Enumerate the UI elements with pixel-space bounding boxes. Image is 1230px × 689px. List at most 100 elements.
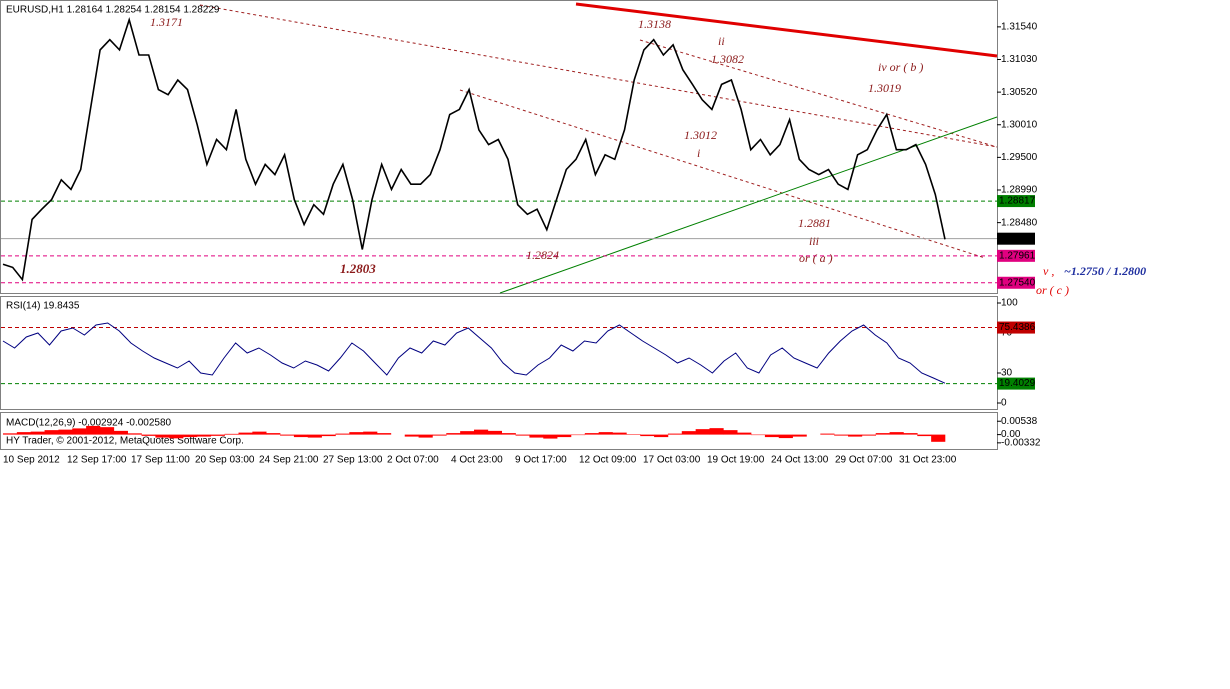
price-tag xyxy=(997,249,1035,262)
level-tag-label: 75.4386 xyxy=(999,322,1036,333)
macd-bar xyxy=(418,434,433,438)
wave-annotation: ~1.2750 / 1.2800 xyxy=(1064,264,1146,278)
y-tick-label: 1.30010 xyxy=(1001,119,1038,130)
price-line xyxy=(2,17,946,282)
macd-bar xyxy=(72,428,87,435)
macd-bar xyxy=(792,434,807,437)
price-tag-label: 1.27540 xyxy=(999,277,1036,288)
symbol-header: EURUSD,H1 1.28164 1.28254 1.28154 1.2822… xyxy=(6,5,220,16)
wave-annotation: 1.3082 xyxy=(711,52,744,66)
macd-bar xyxy=(474,429,489,435)
macd-bar xyxy=(640,434,655,437)
wave-annotation: or ( c ) xyxy=(1036,283,1069,297)
macd-bar xyxy=(501,433,516,435)
macd-bar xyxy=(127,433,142,435)
macd-bar xyxy=(529,434,544,438)
price-tag-label: 1.27961 xyxy=(999,250,1036,261)
macd-bar xyxy=(917,434,932,437)
macd-bar xyxy=(293,434,309,438)
macd-bar xyxy=(889,432,904,435)
level-tag xyxy=(997,321,1035,334)
macd-bar xyxy=(931,434,946,442)
channel-line xyxy=(639,39,998,148)
channel-line xyxy=(199,4,998,148)
price-tag xyxy=(997,276,1035,289)
macd-bar xyxy=(86,425,101,435)
macd-bar xyxy=(737,432,752,435)
y-tick-label: 100 xyxy=(1001,298,1018,309)
x-tick-label: 9 Oct 17:00 xyxy=(515,455,567,466)
macd-bar xyxy=(515,434,530,436)
macd-bar xyxy=(584,433,599,435)
wave-annotation: v , xyxy=(1043,264,1054,278)
y-tick-label: 1.30520 xyxy=(1001,87,1038,98)
macd-bar xyxy=(723,430,738,435)
macd-bar xyxy=(487,430,503,435)
macd-bar xyxy=(141,434,156,436)
x-tick-label: 29 Oct 07:00 xyxy=(835,455,893,466)
macd-bar xyxy=(196,434,212,437)
price-tag-label: 1.28229 xyxy=(999,233,1036,244)
y-tick-label: 30 xyxy=(1001,368,1013,379)
macd-bar xyxy=(377,433,392,435)
price-panel xyxy=(0,0,998,294)
x-tick-label: 27 Sep 13:00 xyxy=(323,455,383,466)
macd-bar xyxy=(834,434,849,436)
wave-annotation: i xyxy=(697,146,700,160)
macd-bar xyxy=(321,434,336,437)
macd-bar xyxy=(875,433,890,435)
macd-bar xyxy=(3,433,18,435)
y-tick-label: -0.00332 xyxy=(1001,437,1041,448)
y-tick-label: 0.00538 xyxy=(1001,416,1038,427)
y-tick-label: 0 xyxy=(1001,398,1007,409)
price-tag xyxy=(997,232,1035,245)
y-tick-label: 1.31540 xyxy=(1001,22,1038,33)
macd-bar xyxy=(210,434,225,436)
macd-bar xyxy=(30,431,45,435)
y-tick-label: 1.31030 xyxy=(1001,54,1038,65)
macd-bar xyxy=(113,430,128,435)
x-tick-label: 24 Oct 13:00 xyxy=(771,455,829,466)
level-tag-label: 19.4029 xyxy=(999,378,1036,389)
macd-bar xyxy=(446,433,461,435)
macd-bar xyxy=(820,433,835,435)
macd-bar xyxy=(307,434,322,438)
macd-bar xyxy=(460,431,475,435)
x-tick-label: 24 Sep 21:00 xyxy=(259,455,319,466)
x-tick-label: 17 Sep 11:00 xyxy=(131,455,190,466)
macd-bar xyxy=(16,432,32,435)
macd-bar xyxy=(848,434,863,437)
y-tick-label: 0.00 xyxy=(1001,429,1021,440)
resistance-line xyxy=(575,2,998,58)
macd-bar xyxy=(695,429,710,435)
macd-bar xyxy=(252,431,267,435)
macd-bar xyxy=(557,434,572,438)
macd-bar xyxy=(681,431,696,435)
x-tick-label: 4 Oct 23:00 xyxy=(451,455,503,466)
macd-bar xyxy=(44,430,59,435)
x-tick-label: 19 Oct 19:00 xyxy=(707,455,765,466)
channel-line xyxy=(459,89,986,259)
macd-title: MACD(12,26,9) -0.002924 -0.002580 xyxy=(6,418,172,429)
macd-bar xyxy=(709,428,724,435)
x-tick-label: 2 Oct 07:00 xyxy=(387,455,439,466)
wave-annotation: iv or ( b ) xyxy=(878,60,923,74)
macd-bar xyxy=(432,434,447,436)
macd-bar xyxy=(778,434,793,439)
wave-annotation: 1.2803 xyxy=(340,261,376,276)
x-tick-label: 12 Oct 09:00 xyxy=(579,455,637,466)
level-tag xyxy=(997,377,1035,390)
x-tick-label: 20 Sep 03:00 xyxy=(195,455,255,466)
macd-bar xyxy=(903,433,918,435)
wave-annotation: 1.3171 xyxy=(150,15,183,29)
macd-bar xyxy=(169,434,184,439)
macd-bar xyxy=(238,432,253,435)
rsi-panel xyxy=(0,296,998,410)
macd-bar xyxy=(612,432,627,435)
rsi-line xyxy=(2,322,946,384)
y-tick-label: 1.28480 xyxy=(1001,217,1038,228)
macd-bar xyxy=(58,429,73,435)
wave-annotation: iii xyxy=(809,234,819,248)
x-tick-label: 17 Oct 03:00 xyxy=(643,455,701,466)
chart-layer: 1.31540 1.31030 1.30520 1.30010 1.29500 1.289… xyxy=(1,15,1146,466)
